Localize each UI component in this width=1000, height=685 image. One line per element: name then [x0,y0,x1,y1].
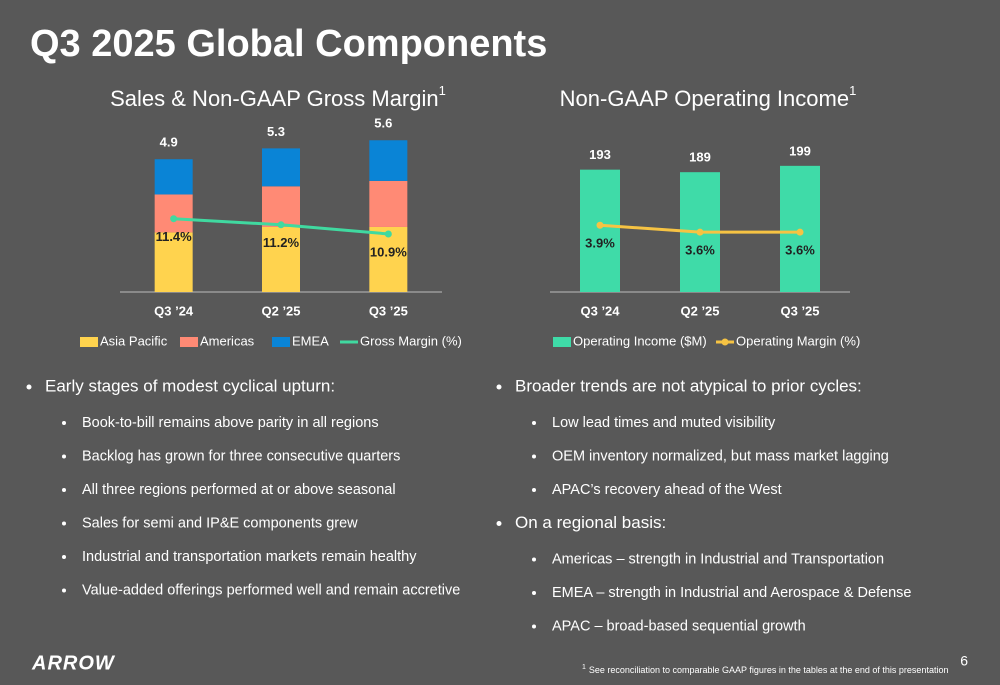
sub-bullet: Book-to-bill remains above parity in all… [82,415,379,431]
chart-title-text: Sales & Non-GAAP Gross Margin [110,86,439,111]
total-label: 5.6 [374,116,392,131]
sub-bullet: OEM inventory normalized, but mass marke… [552,448,889,464]
legend-swatch [272,337,290,347]
x-tick-label: Q2 ’25 [680,303,719,318]
sub-bullet: Industrial and transportation markets re… [82,549,417,565]
chart-title-note: 1 [439,83,446,98]
footnote-text: See reconciliation to comparable GAAP fi… [589,665,949,675]
bar [154,159,193,195]
legend-swatch [553,337,571,347]
line-point [696,228,704,236]
data-label: 199 [789,143,811,158]
total-label: 4.9 [160,135,178,150]
x-tick-label: Q3 ’25 [369,303,408,318]
legend-marker [721,338,729,346]
sub-bullet-dot [532,454,536,459]
data-label: 3.6% [685,243,715,258]
data-label: 3.6% [785,243,815,258]
sub-bullet: Value-added offerings performed well and… [82,582,460,598]
total-label: 5.3 [267,124,285,139]
bar [369,180,408,227]
page-number: 6 [960,653,968,669]
sub-bullet-dot [62,588,66,593]
sub-bullet-dot [62,488,66,492]
bullet-heading: Early stages of modest cyclical upturn: [45,376,335,395]
sub-bullet-dot [532,421,536,425]
sub-bullet-dot [62,421,66,425]
sub-bullet: Low lead times and muted visibility [552,415,776,431]
data-label: 11.4% [156,229,193,244]
logo: ARROW [31,652,116,674]
bar [154,194,193,233]
sub-bullet: Americas – strength in Industrial and Tr… [552,551,884,567]
sub-bullet-dot [62,454,66,459]
data-label: 3.9% [585,236,615,251]
footnote: 1 See reconciliation to comparable GAAP f… [582,664,948,676]
line-point [796,228,804,236]
bullet-dot [26,384,32,390]
sub-bullet: APAC – broad-based sequential growth [552,618,806,634]
bullet-dot [496,384,502,390]
legend-label: Americas [200,333,255,348]
chart-title: Non-GAAP Operating Income1 [560,83,857,110]
bar [154,232,193,292]
footnote-mark: 1 [582,664,586,671]
legend-label: Asia Pacific [100,333,168,348]
sub-bullet-dot [532,488,536,492]
chart-title-note: 1 [849,83,856,98]
chart-title: Sales & Non-GAAP Gross Margin1 [110,83,446,110]
bar [369,226,408,292]
sub-bullet: EMEA – strength in Industrial and Aerosp… [552,585,912,601]
data-label: 189 [689,150,711,165]
data-label: 193 [589,147,611,162]
sub-bullet-dot [532,624,536,629]
sub-bullet-dot [532,591,536,595]
data-label: 10.9% [370,244,407,259]
sub-bullet: All three regions performed at or above … [82,482,396,498]
bullet-dot [496,521,502,526]
line-point [384,230,392,238]
line-point [170,215,178,223]
bullet-heading: On a regional basis: [515,513,666,532]
x-tick-label: Q3 ’24 [580,303,620,318]
legend-swatch [80,337,98,347]
legend-swatch [180,337,198,347]
sub-bullet-dot [62,555,66,559]
legend-label: Gross Margin (%) [360,333,462,348]
line-point [596,221,604,229]
legend-label: Operating Income ($M) [573,333,707,348]
sub-bullet: Backlog has grown for three consecutive … [82,448,400,464]
bullet-heading: Broader trends are not atypical to prior… [515,376,862,395]
legend-label: EMEA [292,333,329,348]
x-tick-label: Q2 ’25 [261,303,300,318]
bar [262,186,300,227]
sub-bullet: APAC’s recovery ahead of the West [552,482,782,498]
bar [262,226,300,292]
line-point [277,221,285,229]
sub-bullet-dot [62,521,66,526]
x-tick-label: Q3 ’24 [154,303,194,318]
slide-title: Q3 2025 Global Components [30,23,547,65]
x-tick-label: Q3 ’25 [780,303,819,318]
sub-bullet: Sales for semi and IP&E components grew [82,515,358,531]
chart-title-text: Non-GAAP Operating Income [560,86,849,111]
data-label: 11.2% [263,235,300,250]
bar [580,169,620,292]
bar [262,148,300,187]
legend-label: Operating Margin (%) [736,333,860,348]
bar [369,140,408,181]
sub-bullet-dot [532,557,536,562]
